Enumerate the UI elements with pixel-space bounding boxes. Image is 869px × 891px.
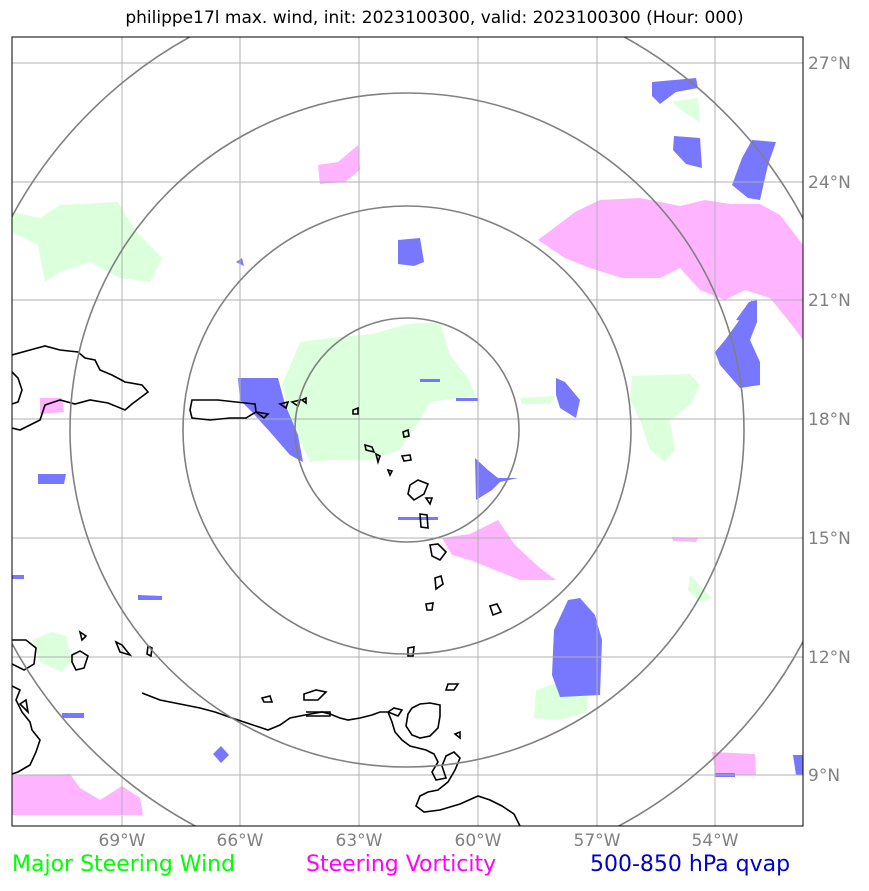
graticule bbox=[12, 37, 803, 826]
steering-vorticity-areas bbox=[12, 145, 803, 815]
map-frame bbox=[11, 36, 804, 827]
lat-tick-label: 18°N bbox=[808, 410, 851, 430]
lon-tick-label: 57°W bbox=[574, 831, 621, 851]
range-rings bbox=[12, 37, 803, 826]
coastlines bbox=[12, 345, 521, 826]
map-title: philippe17l max. wind, init: 2023100300,… bbox=[125, 8, 744, 28]
lon-tick-label: 66°W bbox=[217, 831, 264, 851]
lon-tick-labels: 69°W 66°W 63°W 60°W 57°W 54°W bbox=[99, 831, 739, 851]
lat-tick-label: 24°N bbox=[808, 173, 851, 193]
lat-tick-label: 27°N bbox=[808, 54, 851, 74]
steering-wind-areas bbox=[12, 98, 712, 720]
lon-tick-label: 69°W bbox=[99, 831, 146, 851]
lon-tick-label: 63°W bbox=[336, 831, 383, 851]
lat-tick-label: 15°N bbox=[808, 529, 851, 549]
legend-steering-vorticity: Steering Vorticity bbox=[306, 852, 497, 877]
legend-qvap: 500-850 hPa qvap bbox=[590, 852, 791, 877]
legend-steering-wind: Major Steering Wind bbox=[12, 852, 236, 877]
lon-tick-label: 54°W bbox=[692, 831, 739, 851]
lat-tick-label: 21°N bbox=[808, 291, 851, 311]
lat-tick-labels: 27°N 24°N 21°N 18°N 15°N 12°N 9°N bbox=[808, 54, 851, 786]
qvap-areas bbox=[12, 78, 803, 777]
lat-tick-label: 9°N bbox=[808, 766, 840, 786]
lon-tick-label: 60°W bbox=[455, 831, 502, 851]
lat-tick-label: 12°N bbox=[808, 648, 851, 668]
